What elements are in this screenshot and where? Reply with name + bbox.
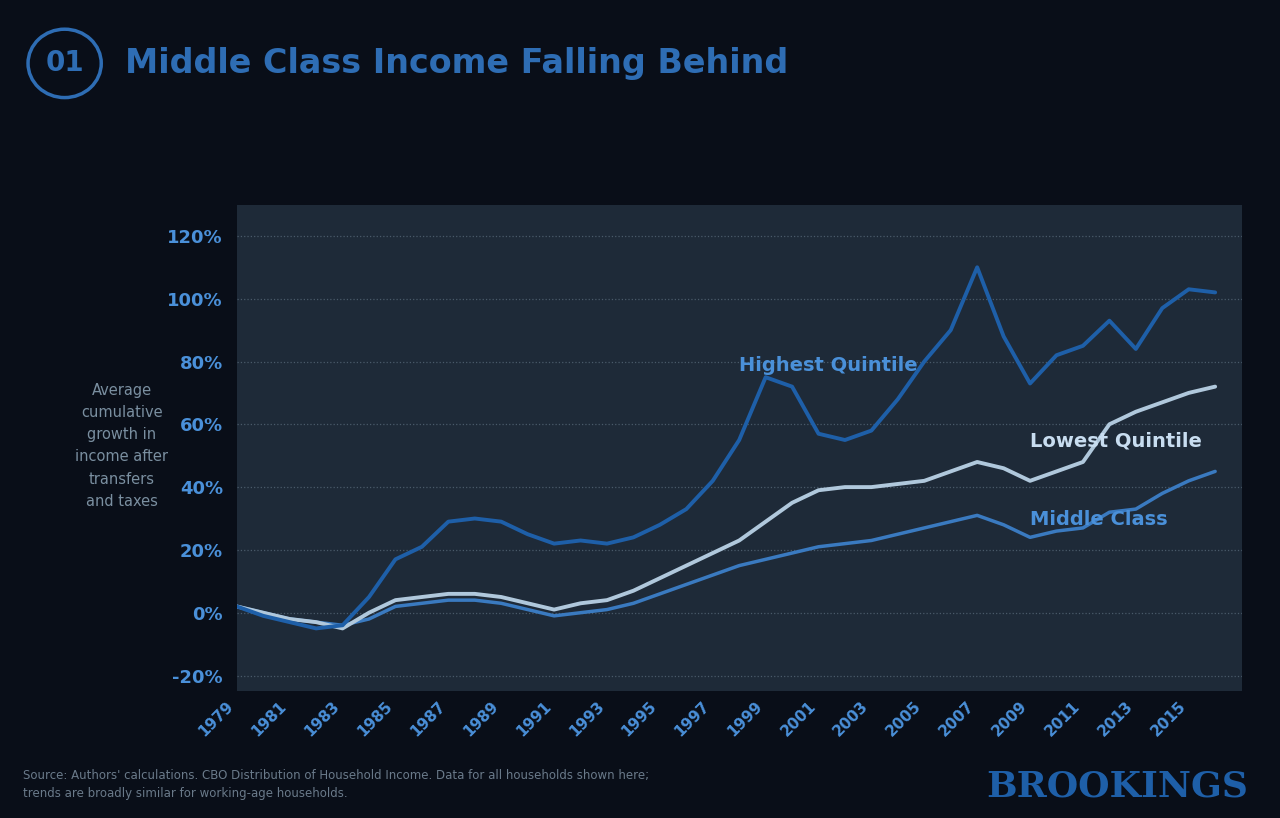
Text: Average
cumulative
growth in
income after
transfers
and taxes: Average cumulative growth in income afte…: [76, 383, 168, 509]
Text: 01: 01: [45, 49, 84, 78]
Text: Middle Class: Middle Class: [1030, 510, 1167, 528]
Text: Lowest Quintile: Lowest Quintile: [1030, 431, 1202, 450]
Text: Highest Quintile: Highest Quintile: [740, 356, 918, 375]
Text: Source: Authors' calculations. CBO Distribution of Household Income. Data for al: Source: Authors' calculations. CBO Distr…: [23, 769, 649, 800]
Text: Middle Class Income Falling Behind: Middle Class Income Falling Behind: [125, 47, 788, 80]
Text: BROOKINGS: BROOKINGS: [986, 769, 1248, 803]
